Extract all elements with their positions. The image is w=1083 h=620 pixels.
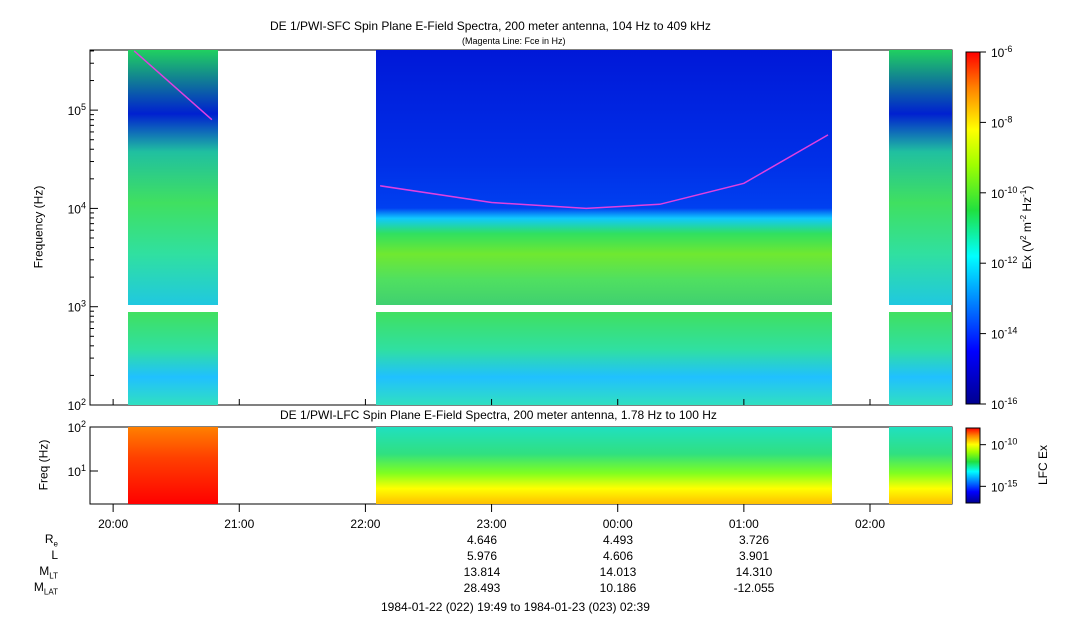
colorbar-tick-label: 10-16: [991, 396, 1017, 412]
lfc-colorbar: 10-10 10-15: [965, 427, 1017, 504]
sfc-ytick-label: 104: [68, 200, 86, 216]
ephem-mlt-3: 14.310: [735, 565, 773, 579]
ephem-label-mlt: MLT: [39, 564, 58, 581]
ephem-l-1: 5.976: [466, 549, 498, 563]
sfc-ytick-label: 105: [68, 102, 86, 118]
x-tick-label: 00:00: [603, 517, 633, 531]
sfc-colorbar-ticks: 10-6 10-8 10-10 10-12 10-14 10-16: [980, 44, 1017, 412]
x-tick-label: 22:00: [350, 517, 380, 531]
ephem-mlat-2: 10.186: [599, 581, 637, 595]
sfc-block-3-upper: [889, 50, 952, 305]
sfc-panel: 102 103 104 105: [68, 50, 953, 413]
lfc-colorbar-tick-label: 10-15: [991, 478, 1017, 494]
sfc-block-2-upper: [376, 50, 832, 305]
sfc-colorbar: 10-6 10-8 10-10 10-12 10-14 10-16: [965, 44, 1017, 412]
x-axis: 20:00 21:00 22:00 23:00 00:00 01:00 02:00: [98, 399, 885, 531]
x-tick-label: 21:00: [224, 517, 254, 531]
ephem-mlt-1: 13.814: [463, 565, 501, 579]
sfc-ylabel: Frequency (Hz): [31, 185, 46, 269]
ephem-re-2: 4.493: [602, 533, 634, 547]
sfc-ytick-label: 102: [68, 397, 86, 413]
ephem-mlat-1: 28.493: [463, 581, 501, 595]
colorbar-tick-label: 10-12: [991, 255, 1017, 271]
colorbar-tick-label: 10-8: [991, 114, 1012, 130]
lfc-y-ticks: 101 102: [68, 419, 98, 479]
lfc-colorbar-label: LFC Ex: [1036, 444, 1051, 486]
sfc-title: DE 1/PWI-SFC Spin Plane E-Field Spectra,…: [270, 19, 711, 33]
colorbar-tick-label: 10-14: [991, 326, 1017, 342]
sfc-block-1-lower: [128, 312, 218, 405]
lfc-ytick-label: 102: [68, 419, 86, 435]
colorbar-tick-label: 10-6: [991, 44, 1012, 60]
sfc-subtitle: (Magenta Line: Fce in Hz): [462, 36, 566, 46]
sfc-block-1-upper: [128, 50, 218, 305]
sfc-ytick-label: 103: [68, 299, 86, 315]
ephem-label-l: L: [51, 548, 58, 562]
lfc-block-3: [889, 427, 952, 504]
lfc-colorbar-ticks: 10-10 10-15: [980, 437, 1017, 494]
x-tick-label: 01:00: [729, 517, 759, 531]
sfc-block-3-lower: [889, 312, 952, 405]
sfc-colorbar-gradient: [965, 51, 981, 405]
lfc-block-1: [128, 427, 218, 504]
ephem-mlt-2: 14.013: [599, 565, 637, 579]
ephem-label-mlat: MLAT: [33, 580, 58, 597]
lfc-ylabel: Freq (Hz): [36, 439, 51, 491]
lfc-colorbar-tick-label: 10-10: [991, 437, 1017, 453]
lfc-ytick-label: 101: [68, 463, 86, 479]
ephem-mlat-3: -12.055: [733, 581, 775, 595]
ephem-re-1: 4.646: [466, 533, 498, 547]
lfc-colorbar-gradient: [965, 427, 981, 504]
colorbar-tick-label: 10-10: [991, 185, 1017, 201]
x-tick-label: 02:00: [855, 517, 885, 531]
sfc-colorbar-label: Ex (V2 m-2 Hz-1): [1019, 185, 1035, 270]
ephem-label-re: Re: [44, 532, 58, 549]
lfc-title: DE 1/PWI-LFC Spin Plane E-Field Spectra,…: [280, 408, 717, 422]
lfc-block-2: [376, 427, 832, 504]
x-tick-label: 23:00: [477, 517, 507, 531]
ephem-re-3: 3.726: [738, 533, 770, 547]
ephem-l-2: 4.606: [602, 549, 634, 563]
time-range: 1984-01-22 (022) 19:49 to 1984-01-23 (02…: [381, 600, 650, 614]
x-tick-label: 20:00: [98, 517, 128, 531]
ephem-l-3: 3.901: [738, 549, 770, 563]
sfc-block-2-lower: [376, 312, 832, 405]
sfc-y-ticks: 102 103 104 105: [68, 50, 98, 413]
lfc-panel: 101 102: [68, 419, 953, 505]
